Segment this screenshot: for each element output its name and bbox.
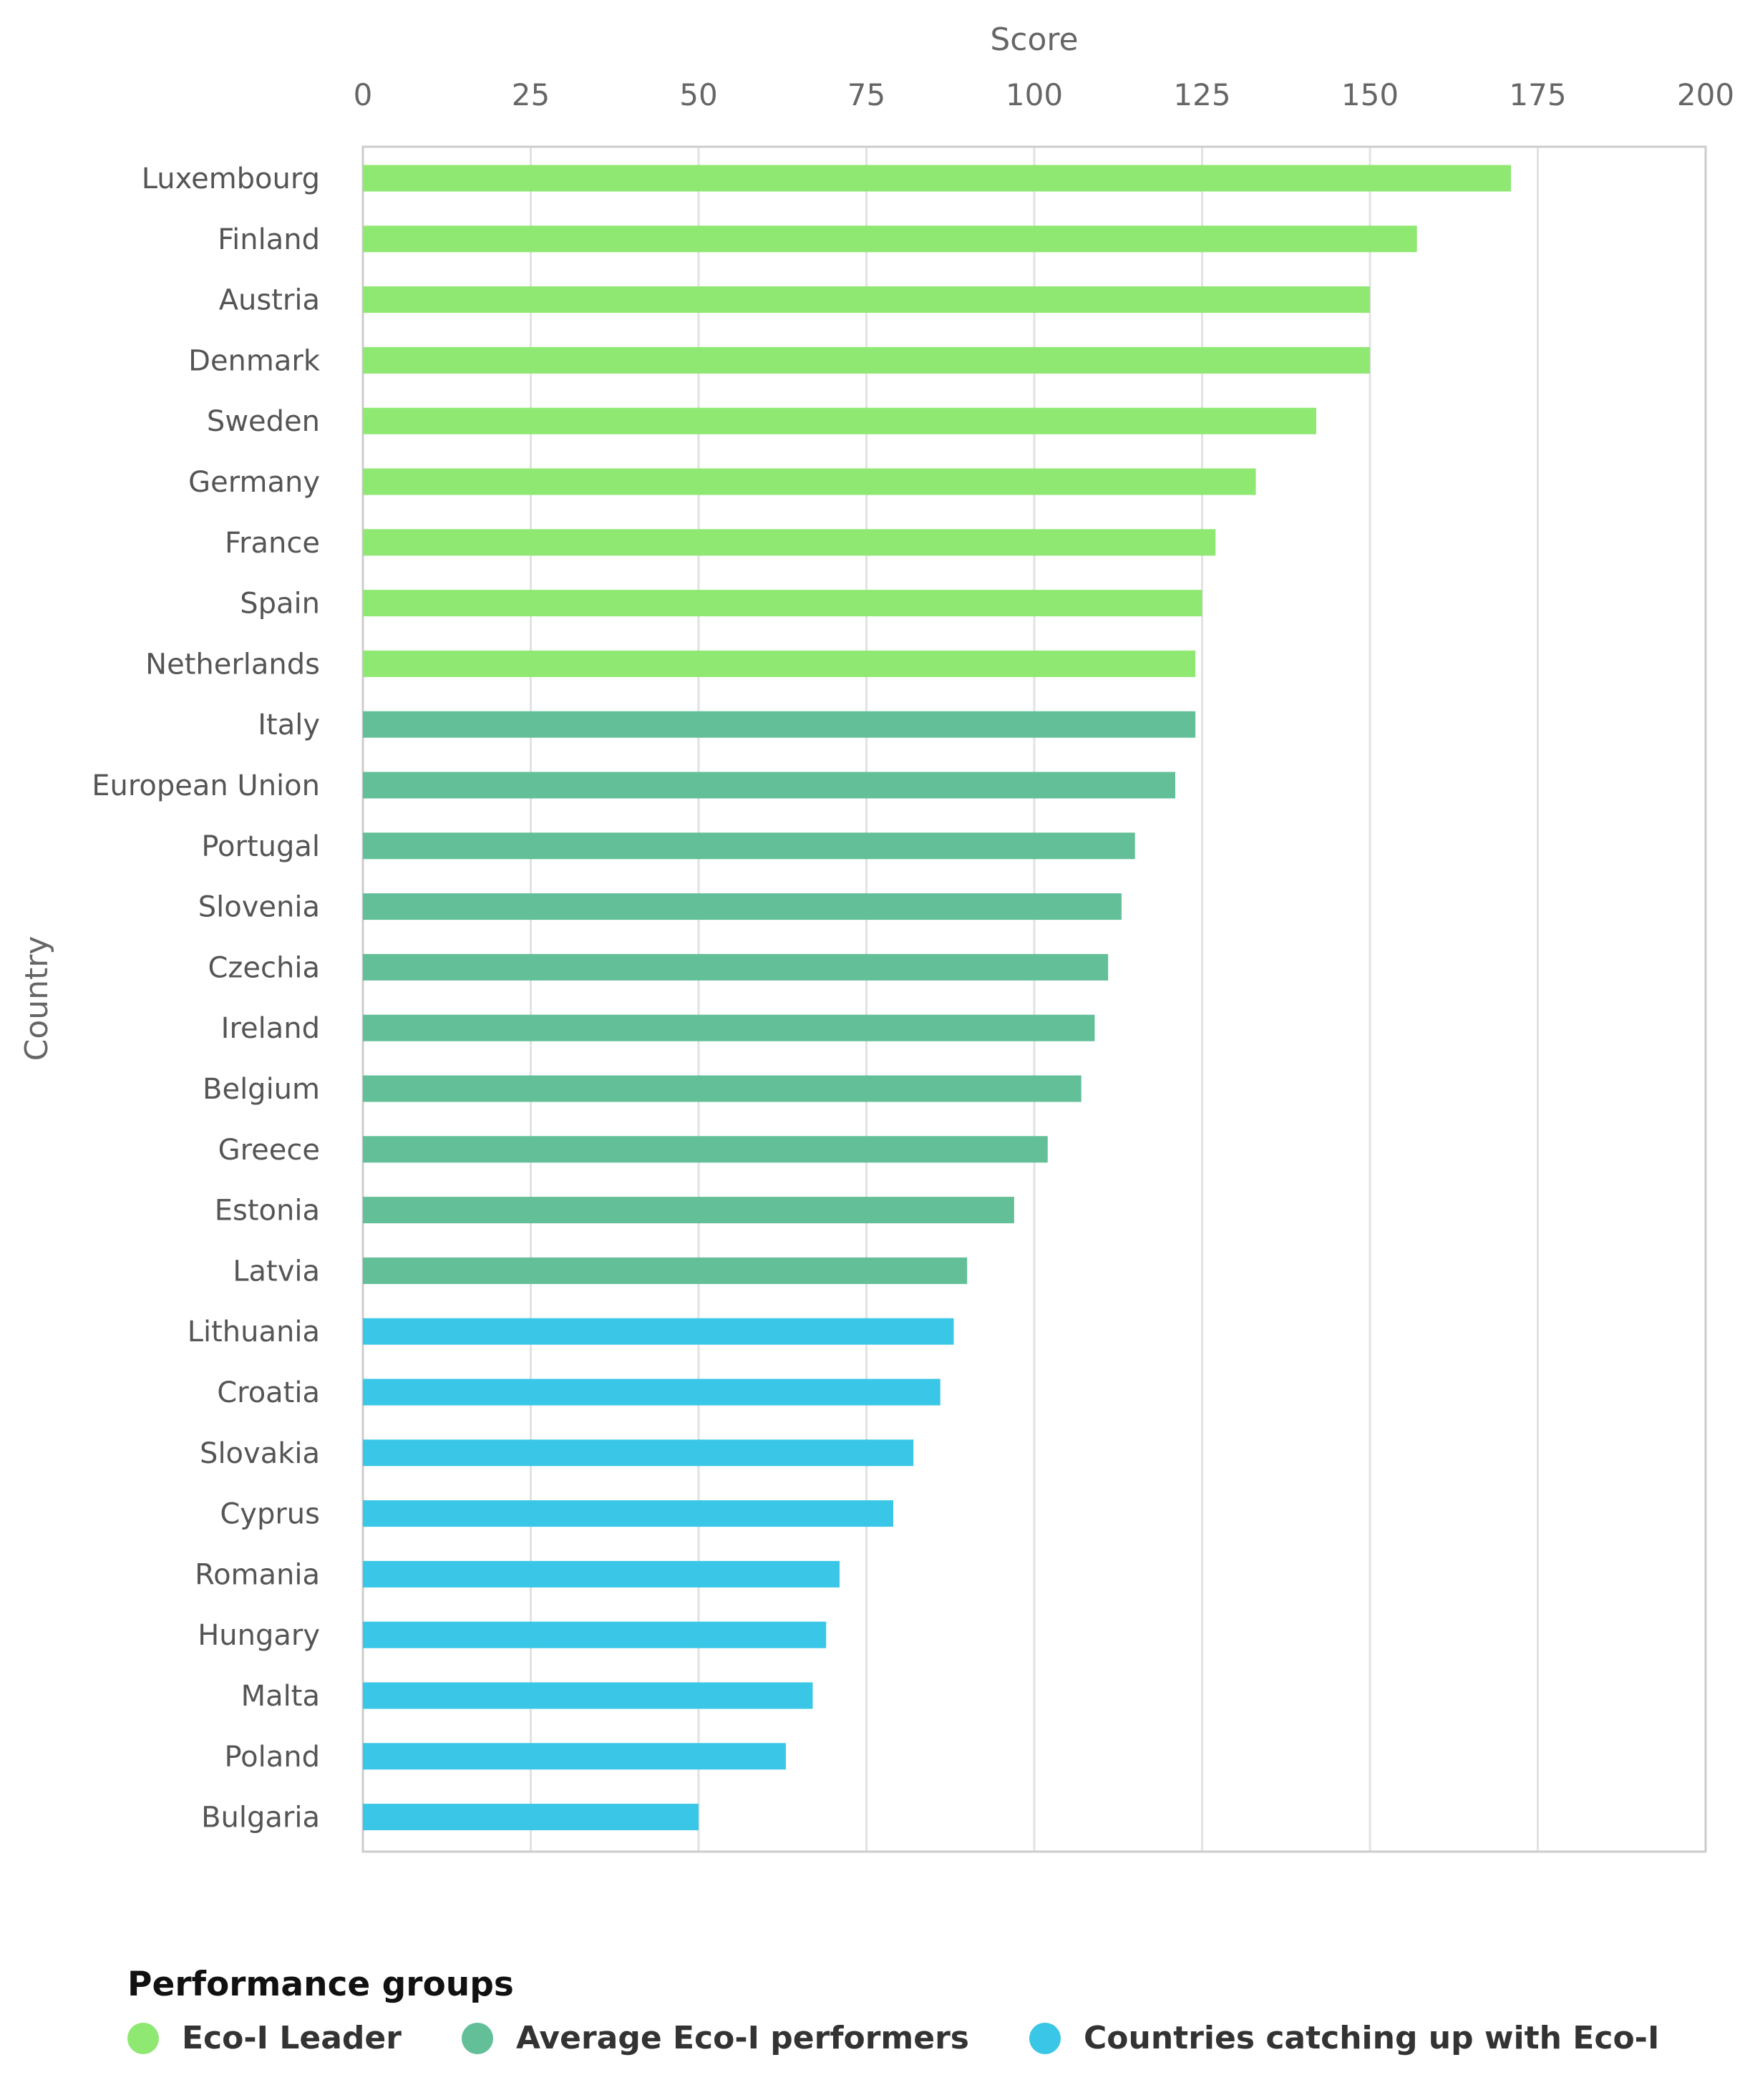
bar-portugal[interactable]: [363, 832, 1135, 860]
legend-title: Performance groups: [127, 1965, 514, 2004]
category-label: Bulgaria: [201, 1802, 320, 1834]
bar-poland[interactable]: [363, 1743, 786, 1770]
legend-marker-average-eco-i-performers: [461, 2022, 493, 2054]
category-label: Slovakia: [200, 1437, 320, 1470]
bar-slovenia[interactable]: [363, 893, 1122, 920]
category-label: Malta: [241, 1680, 320, 1713]
x-tick-label: 175: [1509, 77, 1566, 112]
legend-item-countries-catching-up[interactable]: Countries catching up with Eco-I: [1029, 2020, 1659, 2056]
category-label: Romania: [195, 1558, 320, 1591]
category-label: Hungary: [198, 1619, 320, 1652]
category-label: Ireland: [221, 1012, 320, 1045]
y-axis-category-labels: Luxembourg Finland Austria Denmark Sweden Ger…: [92, 162, 321, 1834]
category-label: Estonia: [215, 1195, 320, 1228]
x-tick-label: 75: [847, 77, 885, 112]
bar-slovakia[interactable]: [363, 1439, 914, 1467]
bar-czechia[interactable]: [363, 953, 1109, 981]
x-tick-label: 0: [354, 77, 373, 112]
legend-item-average-eco-i-performers[interactable]: Average Eco-I performers: [461, 2020, 969, 2056]
x-tick-label: 125: [1173, 77, 1230, 112]
bar-latvia[interactable]: [363, 1257, 968, 1284]
category-label: Poland: [224, 1741, 320, 1774]
category-label: Germany: [188, 466, 320, 499]
bar-greece[interactable]: [363, 1136, 1048, 1163]
bar-austria[interactable]: [363, 286, 1370, 313]
legend-label: Average Eco-I performers: [515, 2020, 969, 2056]
category-label: Austria: [219, 284, 320, 317]
bar-ireland[interactable]: [363, 1014, 1095, 1041]
category-label: Luxembourg: [142, 162, 320, 195]
bar-bulgaria[interactable]: [363, 1804, 699, 1831]
bar-france[interactable]: [363, 529, 1216, 556]
x-axis-title: Score: [990, 21, 1078, 58]
category-label: Denmark: [188, 344, 321, 377]
legend-label: Eco-I Leader: [182, 2020, 402, 2056]
category-label: Finland: [218, 223, 320, 256]
plot-area-frame: [361, 145, 1707, 1853]
category-label: Greece: [218, 1134, 320, 1167]
category-label: Sweden: [207, 405, 320, 438]
x-tick-label: 50: [679, 77, 717, 112]
x-tick-label: 100: [1006, 77, 1063, 112]
bar-luxembourg[interactable]: [363, 165, 1511, 192]
category-label: Slovenia: [198, 891, 320, 924]
x-tick-label: 150: [1341, 77, 1399, 112]
bar-denmark[interactable]: [363, 346, 1370, 374]
x-axis-ticks: 0 25 50 75 100 125 150 175 200: [354, 77, 1734, 112]
legend-items: Eco-I Leader Average Eco-I performers Co…: [127, 2020, 1719, 2056]
bar-malta[interactable]: [363, 1682, 813, 1709]
category-label: Czechia: [208, 951, 320, 984]
category-label: France: [225, 527, 320, 560]
gridlines: [530, 147, 1539, 1852]
bars: [363, 165, 1511, 1831]
bar-spain[interactable]: [363, 590, 1202, 617]
bar-european-union[interactable]: [363, 772, 1175, 799]
category-label: Belgium: [203, 1073, 320, 1106]
category-label: Portugal: [201, 830, 320, 863]
category-label: Spain: [240, 588, 320, 621]
bar-estonia[interactable]: [363, 1197, 1014, 1224]
bar-lithuania[interactable]: [363, 1318, 954, 1345]
legend-label: Countries catching up with Eco-I: [1084, 2020, 1660, 2056]
bar-sweden[interactable]: [363, 407, 1316, 434]
category-label: Latvia: [233, 1255, 320, 1288]
bar-germany[interactable]: [363, 468, 1256, 495]
bar-netherlands[interactable]: [363, 650, 1196, 677]
category-label: Italy: [258, 709, 320, 742]
bar-finland[interactable]: [363, 225, 1417, 253]
legend-marker-countries-catching-up: [1029, 2022, 1061, 2054]
category-label: Croatia: [217, 1376, 320, 1409]
legend: Performance groups Eco-I Leader Average …: [127, 1965, 1719, 2056]
x-tick-label: 25: [512, 77, 550, 112]
bar-italy[interactable]: [363, 711, 1196, 738]
legend-marker-eco-i-leader: [127, 2022, 159, 2054]
category-label: Lithuania: [188, 1316, 320, 1348]
bar-cyprus[interactable]: [363, 1500, 894, 1527]
category-label: Netherlands: [145, 648, 320, 681]
bar-belgium[interactable]: [363, 1075, 1082, 1102]
category-label: Cyprus: [220, 1498, 320, 1531]
x-tick-label: 200: [1677, 77, 1734, 112]
bar-hungary[interactable]: [363, 1621, 827, 1648]
bar-croatia[interactable]: [363, 1379, 941, 1406]
legend-item-eco-i-leader[interactable]: Eco-I Leader: [127, 2020, 402, 2056]
category-label: European Union: [92, 769, 320, 802]
bar-romania[interactable]: [363, 1560, 840, 1588]
y-axis-title: Country: [19, 936, 55, 1061]
